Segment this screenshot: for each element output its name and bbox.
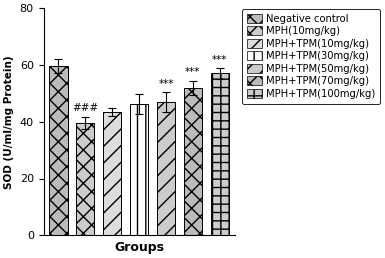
Text: ###: ### xyxy=(72,103,99,114)
Y-axis label: SOD (U/ml/mg Protein): SOD (U/ml/mg Protein) xyxy=(4,55,14,189)
Text: ***: *** xyxy=(185,67,201,77)
Bar xyxy=(103,112,121,235)
Text: ***: *** xyxy=(158,79,174,89)
Bar xyxy=(211,74,229,235)
Legend: Negative control, MPH(10mg/kg), MPH+TPM(10mg/kg), MPH+TPM(30mg/kg), MPH+TPM(50mg: Negative control, MPH(10mg/kg), MPH+TPM(… xyxy=(241,9,380,104)
X-axis label: Groups: Groups xyxy=(114,241,164,254)
Text: ***: *** xyxy=(212,55,228,65)
Bar xyxy=(130,104,148,235)
Bar xyxy=(49,66,67,235)
Bar xyxy=(76,123,94,235)
Bar xyxy=(157,102,175,235)
Bar xyxy=(184,88,202,235)
